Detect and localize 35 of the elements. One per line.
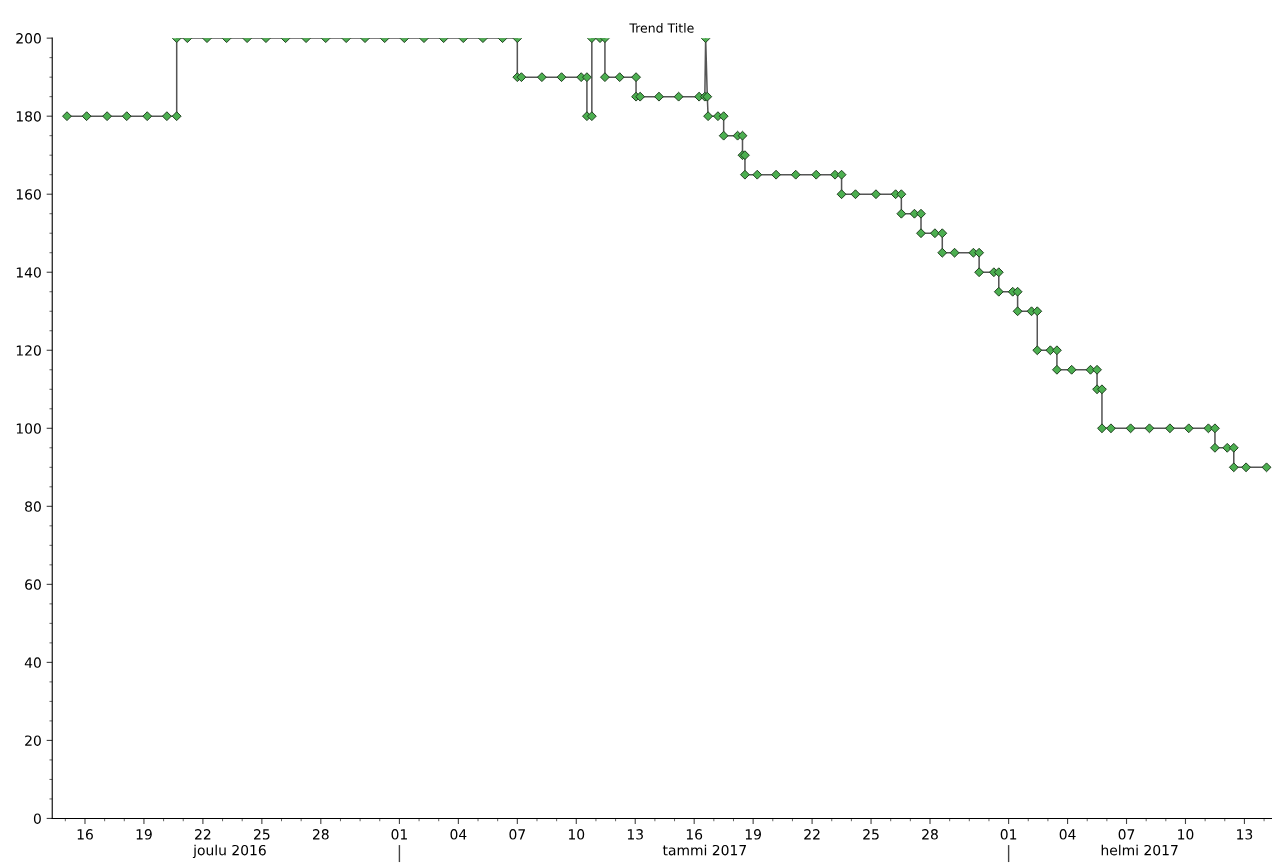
y-tick-label: 20 bbox=[25, 735, 41, 746]
x-tick-label: 22 bbox=[804, 829, 820, 840]
y-tick-label: 120 bbox=[16, 345, 41, 356]
y-tick-label: 140 bbox=[16, 267, 41, 278]
x2-tick-label: joulu 2016 bbox=[192, 844, 266, 859]
y-tick-label: 80 bbox=[25, 501, 41, 512]
x-tick-label: 25 bbox=[254, 829, 270, 840]
x-tick-label: 19 bbox=[745, 829, 761, 840]
x-tick-label: 22 bbox=[195, 829, 211, 840]
x-tick-label: 01 bbox=[1000, 829, 1017, 840]
x2-tick-label: tammi 2017 bbox=[662, 844, 746, 856]
y-tick-label: 0 bbox=[33, 813, 41, 824]
x-tick-label: 19 bbox=[136, 829, 152, 840]
x-tick-label: 10 bbox=[568, 829, 585, 840]
x-tick-label: 01 bbox=[391, 829, 407, 840]
y-tick-label: 60 bbox=[25, 579, 41, 590]
x-tick-label: 16 bbox=[77, 829, 93, 840]
x-tick-label: 13 bbox=[627, 829, 643, 840]
x-tick-label: 04 bbox=[450, 829, 467, 840]
y-tick-label: 200 bbox=[16, 33, 41, 44]
chart-title: Trend Title bbox=[629, 23, 694, 33]
y-tick-label: 100 bbox=[16, 423, 41, 434]
x-tick-label: 28 bbox=[312, 829, 329, 840]
y-tick-label: 40 bbox=[24, 657, 41, 668]
x-tick-label: 25 bbox=[863, 829, 879, 840]
x-tick-label: 04 bbox=[1059, 829, 1076, 840]
x-tick-label: 28 bbox=[922, 829, 938, 840]
x-tick-label: 13 bbox=[1237, 829, 1253, 840]
x-tick-label: 10 bbox=[1178, 829, 1194, 840]
y-tick-label: 160 bbox=[16, 189, 41, 200]
y-tick-label: 180 bbox=[16, 111, 41, 122]
x-tick-label: 07 bbox=[509, 829, 525, 840]
x-tick-label: 07 bbox=[1118, 829, 1135, 840]
x2-tick-label: helmi 2017 bbox=[1101, 844, 1178, 856]
x-tick-label: 16 bbox=[686, 829, 703, 840]
